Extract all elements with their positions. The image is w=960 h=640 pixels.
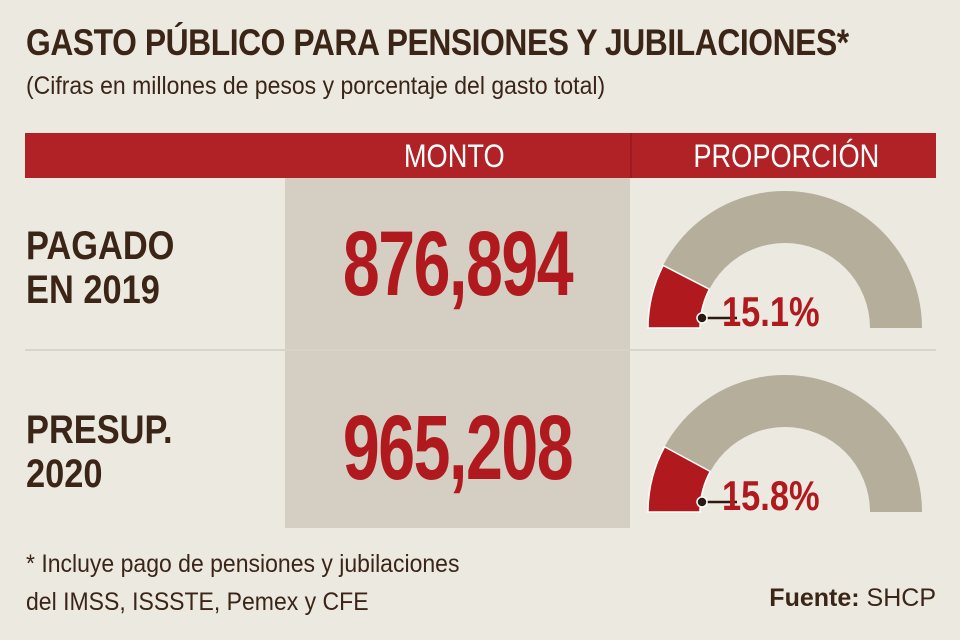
page-title: GASTO PÚBLICO PARA PENSIONES Y JUBILACIO… (26, 22, 849, 63)
gauge-value-label: 15.1% (722, 289, 820, 336)
row-label-2019: PAGADO EN 2019 (26, 224, 174, 312)
footnote: * Incluye pago de pensiones y jubilacion… (26, 545, 459, 621)
row-label-line: EN 2019 (26, 268, 160, 312)
gauge-2020: 15.8% (647, 375, 922, 520)
row-label-2020: PRESUP. 2020 (26, 408, 173, 496)
header-separator (630, 133, 632, 178)
source-label: Fuente: (769, 584, 860, 612)
gauge-value-label: 15.8% (722, 473, 820, 520)
gauge-track (648, 375, 922, 512)
gauge-track (648, 191, 922, 328)
gauge-pointer-dot (696, 496, 708, 508)
amount-2019: 876,894 (342, 213, 574, 315)
footnote-line: del IMSS, ISSSTE, Pemex y CFE (26, 588, 369, 616)
row-label-line: PAGADO (26, 224, 175, 268)
row-label-line: PRESUP. (26, 408, 173, 452)
amount-2020: 965,208 (342, 397, 574, 499)
monto-column-bg (285, 178, 630, 528)
subtitle: (Cifras en millones de pesos y porcentaj… (26, 72, 606, 100)
gauge-2019: 15.1% (647, 191, 922, 336)
header-proporcion: PROPORCIÓN (693, 138, 880, 174)
source-value: SHCP (866, 584, 936, 612)
gauge-pointer-dot (696, 312, 708, 324)
footnote-line: * Incluye pago de pensiones y jubilacion… (26, 550, 460, 578)
row-divider (25, 349, 936, 351)
row-label-line: 2020 (26, 452, 103, 496)
header-monto: MONTO (403, 138, 505, 174)
source: Fuente: SHCP (769, 584, 936, 613)
table-header: MONTO PROPORCIÓN (25, 133, 936, 178)
